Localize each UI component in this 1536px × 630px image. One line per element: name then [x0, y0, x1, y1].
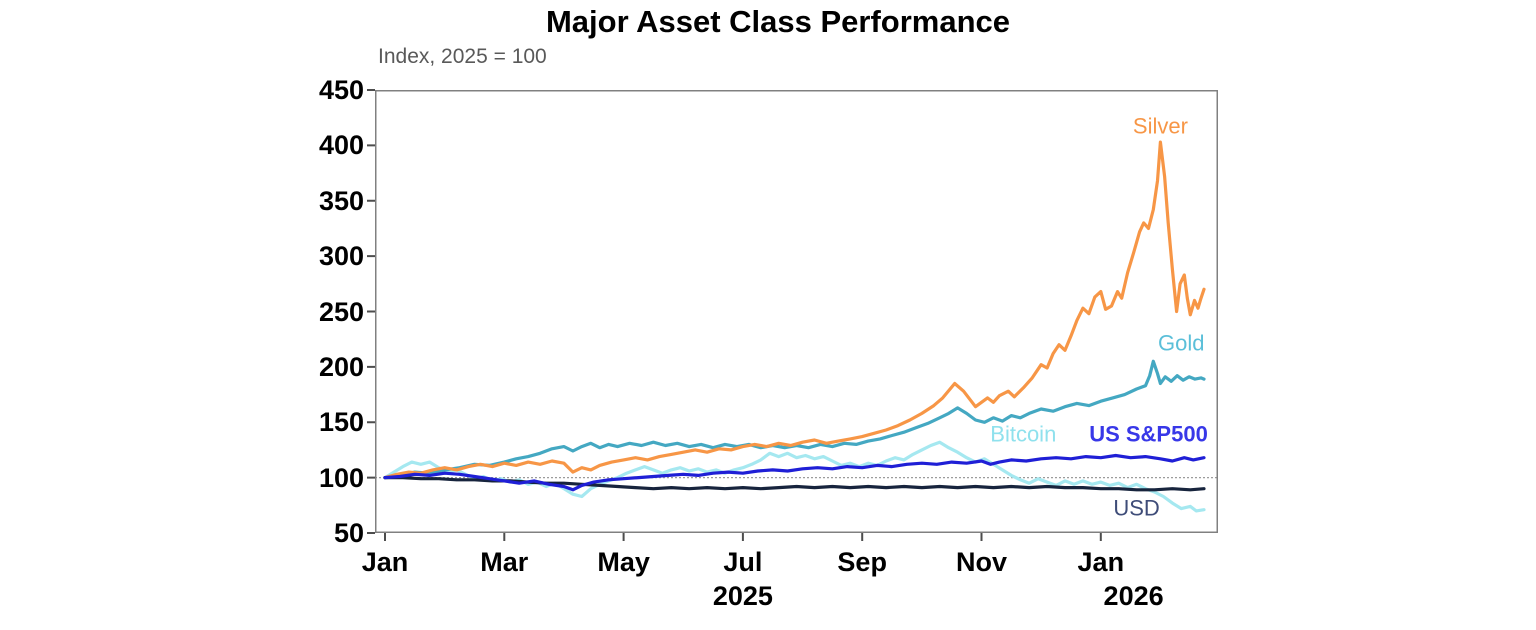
series-label-bitcoin: Bitcoin — [990, 421, 1056, 446]
y-axis-tick-label: 250 — [318, 296, 364, 327]
series-label-us-s-p500: US S&P500 — [1089, 421, 1208, 446]
chart-title: Major Asset Class Performance — [545, 4, 1011, 39]
x-axis-year-label: 2025 — [712, 581, 773, 611]
series-line-gold — [383, 359, 1206, 480]
x-axis-tick-label: Nov — [955, 547, 1007, 577]
x-axis-tick-label: May — [597, 547, 650, 577]
y-axis-tick-label: 300 — [318, 241, 364, 272]
x-axis-tick-label: Jan — [361, 547, 409, 577]
x-axis-tick-label: Mar — [480, 547, 529, 577]
y-axis-tick-label: 150 — [318, 407, 364, 438]
x-axis-tick-label: Jul — [723, 547, 763, 577]
y-axis-tick-label: 200 — [318, 351, 364, 382]
line-chart-canvas: Bitcoin Gold Silver USD US S&P500 — [367, 89, 1218, 541]
series-line-us-s-p500 — [383, 453, 1206, 492]
series-label-usd: USD — [1113, 496, 1159, 521]
plot-area: Bitcoin Gold Silver USD US S&P500 — [367, 89, 1218, 541]
x-axis-year-label: 2026 — [1103, 581, 1164, 611]
y-axis-tick-label: 400 — [318, 130, 364, 161]
y-axis-tick-label: 450 — [318, 75, 364, 105]
y-axis-tick-label: 350 — [318, 185, 364, 216]
y-axis-tick-label: 50 — [333, 518, 364, 548]
x-axis-tick-label: Sep — [837, 547, 887, 577]
y-axis-tick-label: 100 — [318, 462, 364, 493]
x-axis-tick-label: Jan — [1077, 547, 1125, 577]
series-label-gold: Gold — [1158, 331, 1204, 356]
series-label-silver: Silver — [1133, 114, 1188, 139]
series-line-bitcoin — [383, 440, 1206, 513]
plot-border — [375, 90, 1218, 533]
series-line-usd — [383, 476, 1206, 492]
chart-subtitle: Index, 2025 = 100 — [378, 45, 547, 68]
series-line-silver — [383, 140, 1206, 480]
